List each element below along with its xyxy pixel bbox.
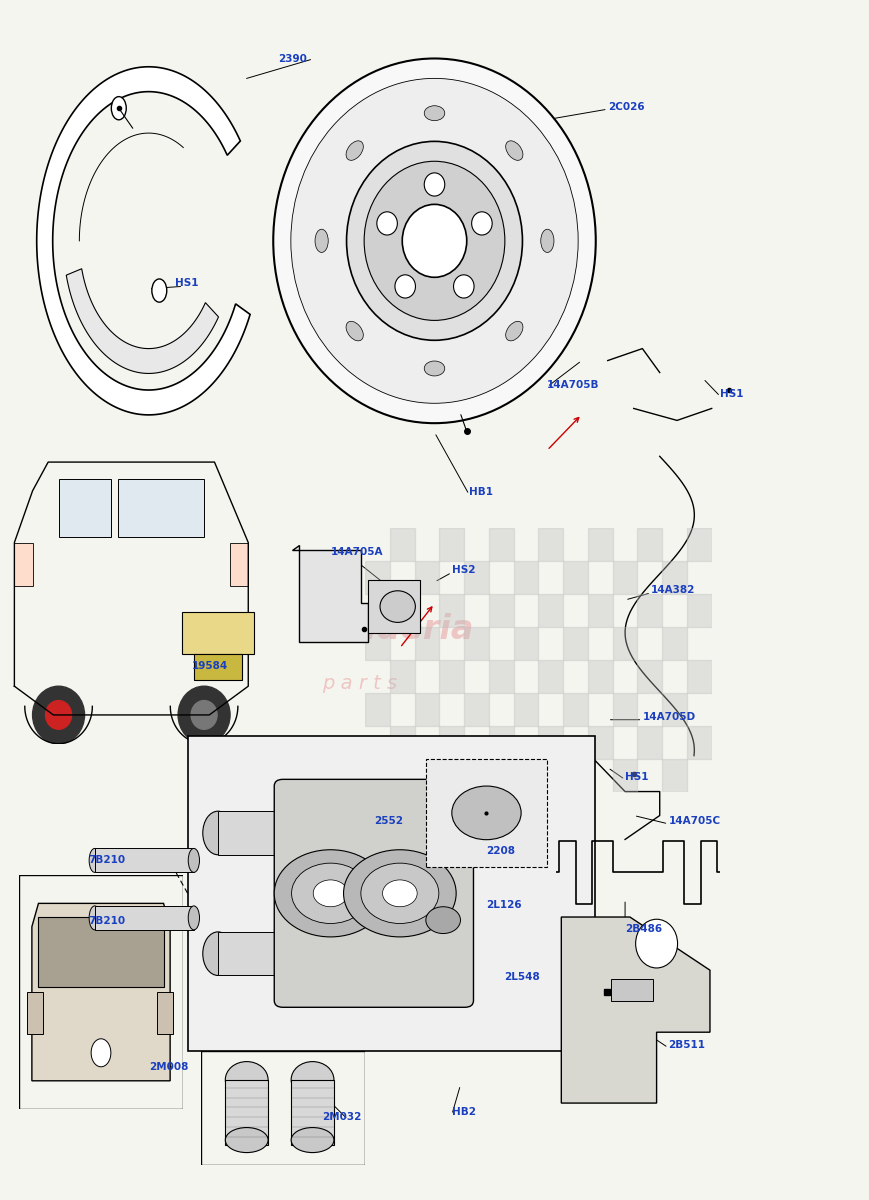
Text: 2552: 2552: [374, 816, 403, 827]
Text: 14A705A: 14A705A: [330, 547, 383, 557]
Text: scuderia: scuderia: [313, 613, 474, 647]
Text: HB1: HB1: [469, 487, 493, 497]
Text: 2390: 2390: [279, 54, 308, 64]
Text: HS2: HS2: [452, 565, 475, 575]
Text: 2B486: 2B486: [625, 924, 662, 935]
Text: HS1: HS1: [720, 389, 744, 400]
Text: 2M008: 2M008: [149, 1062, 188, 1072]
Text: 2L126: 2L126: [487, 900, 522, 911]
Text: 2M032: 2M032: [322, 1112, 362, 1122]
Text: 14A705B: 14A705B: [547, 379, 600, 390]
Text: 2B511: 2B511: [668, 1040, 706, 1050]
Text: HS1: HS1: [625, 772, 648, 782]
Text: HS1: HS1: [175, 277, 198, 288]
Text: p a r t s: p a r t s: [322, 674, 397, 694]
Text: 19584: 19584: [192, 661, 229, 671]
Text: 2L548: 2L548: [504, 972, 540, 982]
Text: 14A705D: 14A705D: [642, 713, 695, 722]
Text: HB2: HB2: [452, 1108, 476, 1117]
Text: 7B210: 7B210: [88, 916, 125, 926]
Text: 14A705C: 14A705C: [668, 816, 720, 827]
Text: 2C026: 2C026: [607, 102, 645, 112]
Text: 7B210: 7B210: [88, 854, 125, 865]
Text: 2208: 2208: [487, 846, 515, 857]
Text: 14A382: 14A382: [651, 586, 695, 595]
